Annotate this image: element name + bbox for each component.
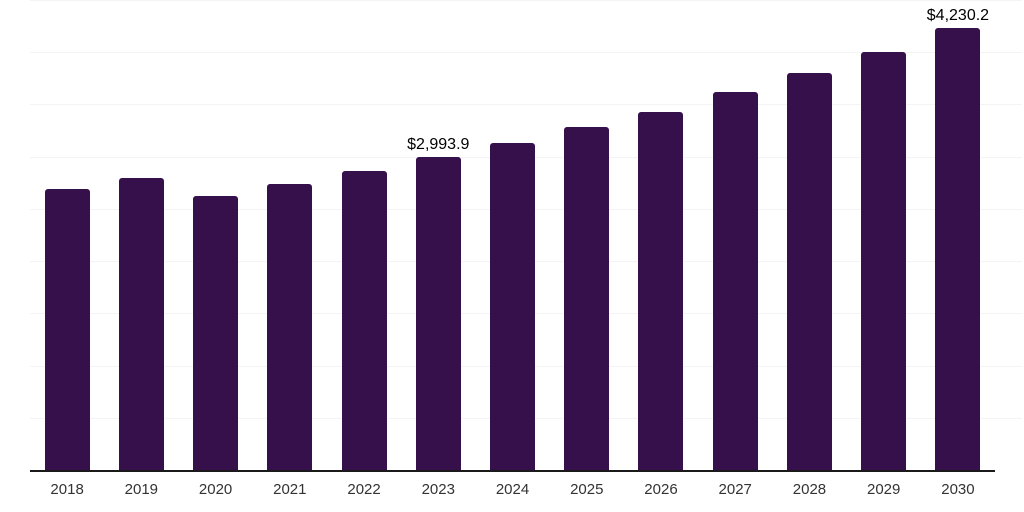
bar-2027: [712, 91, 758, 470]
bar-column: [550, 0, 624, 470]
x-axis: 2018 2019 2020 2021 2022 2023 2024 2025 2026 2027…: [30, 481, 995, 499]
bar-2025: [564, 127, 610, 470]
bar-2019: [118, 177, 164, 470]
x-tick-label-2024: 2024: [495, 481, 530, 498]
bar-column: [104, 0, 178, 470]
bar-2018: [44, 188, 90, 470]
bar-column: [475, 0, 549, 470]
bar-column: [698, 0, 772, 470]
bar-column: $4,230.2: [921, 0, 995, 470]
data-label-2030: $4,230.2: [926, 6, 990, 24]
bar-column: $2,993.9: [401, 0, 475, 470]
bar-2029: [861, 52, 907, 470]
bar-2028: [786, 72, 832, 470]
bar-column: [624, 0, 698, 470]
bar-column: [178, 0, 252, 470]
x-tick-label-2020: 2020: [198, 481, 233, 498]
bar-2024: [490, 142, 536, 470]
bar-column: [30, 0, 104, 470]
bar-2021: [267, 183, 313, 470]
x-tick-label-2029: 2029: [867, 481, 901, 498]
bar-2030: $4,230.2: [927, 7, 989, 470]
bar-2020: [193, 196, 239, 470]
x-tick-label-2030: 2030: [941, 481, 975, 498]
bar-column: [253, 0, 327, 470]
bar-2022: [341, 170, 387, 470]
x-tick-label-2022: 2022: [347, 481, 381, 498]
data-label-2023: $2,993.9: [407, 135, 470, 153]
bar-column: [327, 0, 401, 470]
x-tick-label-2025: 2025: [570, 481, 604, 498]
bar-2023: $2,993.9: [407, 136, 469, 470]
x-tick-label-2026: 2026: [644, 481, 678, 498]
x-tick-label-2019: 2019: [124, 481, 159, 498]
x-tick-label-2018: 2018: [50, 481, 84, 498]
bar-column: [847, 0, 921, 470]
x-tick-label-2028: 2028: [792, 481, 827, 498]
x-tick-label-2021: 2021: [273, 481, 307, 498]
bar-column: [772, 0, 846, 470]
x-tick-label-2027: 2027: [718, 481, 752, 498]
plot-area: $2,993.9 $4,230.2: [30, 0, 995, 472]
x-tick-label-2023: 2023: [421, 481, 455, 498]
bar-2026: [638, 111, 684, 470]
